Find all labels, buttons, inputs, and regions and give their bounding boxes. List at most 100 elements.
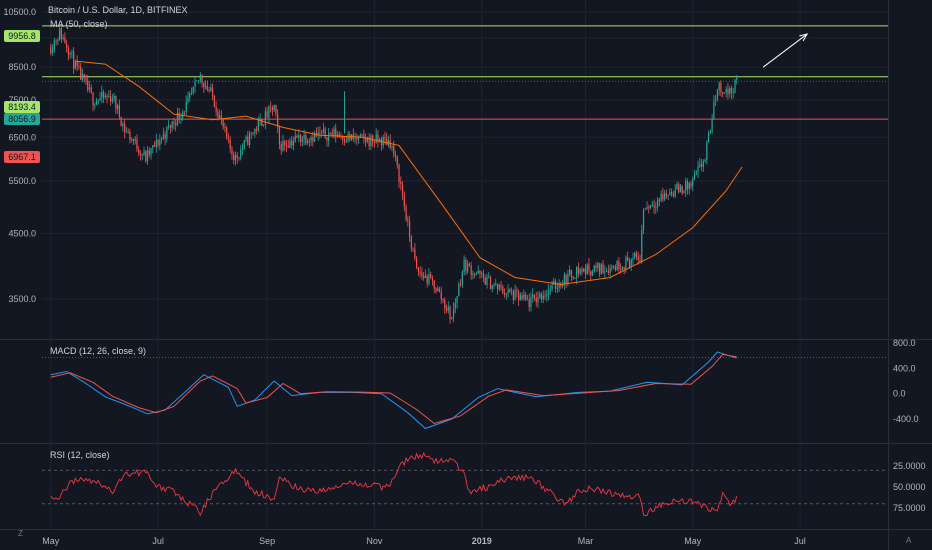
candle-body: [472, 273, 474, 276]
candle-body: [115, 95, 117, 109]
candle-body: [67, 47, 69, 55]
chart-title: Bitcoin / U.S. Dollar, 1D, BITFINEX: [48, 5, 188, 15]
candle-body: [463, 259, 465, 272]
x-tick-label: Jul: [794, 536, 806, 546]
candle-body: [723, 92, 726, 94]
candle-body: [294, 135, 296, 141]
candle-body: [370, 135, 372, 147]
candle-body: [704, 159, 706, 162]
candle-body: [124, 123, 126, 132]
candle-body: [394, 155, 397, 157]
candle-body: [625, 257, 627, 269]
ma-legend: MA (50, close): [50, 19, 108, 29]
candle-body: [482, 273, 485, 279]
candle-body: [651, 205, 653, 206]
candle-body: [419, 271, 421, 273]
candle-body: [208, 89, 210, 91]
candle-body: [296, 135, 298, 138]
candle-body: [145, 151, 147, 162]
candle-body: [224, 127, 226, 128]
x-tick-label: May: [42, 536, 60, 546]
candle-body: [699, 164, 701, 167]
candle-body: [676, 184, 678, 190]
candle-body: [700, 164, 703, 167]
candle-body: [213, 95, 215, 107]
candle-body: [484, 278, 486, 285]
candle-body: [160, 138, 163, 141]
zoom-icon[interactable]: Z: [18, 529, 23, 538]
candle-body: [312, 137, 314, 142]
candle-body: [264, 111, 266, 125]
candle-body: [523, 294, 525, 299]
candle-body: [690, 183, 692, 187]
candle-body: [477, 270, 479, 274]
candle-body: [656, 199, 659, 208]
candle-body: [210, 87, 212, 91]
candle-body: [665, 193, 668, 197]
candle-body: [152, 145, 154, 149]
candle-body: [324, 128, 326, 138]
candle-body: [287, 145, 289, 148]
candle-body: [136, 139, 138, 150]
macd-tick-label: 400.0: [893, 363, 916, 373]
candle-body: [407, 220, 409, 222]
candle-body: [709, 131, 711, 133]
candle-body: [693, 174, 696, 179]
candle-body: [655, 207, 657, 209]
trend-arrow-shaft: [762, 33, 808, 68]
candle-body: [605, 270, 608, 272]
candle-body: [192, 86, 194, 93]
candle-body: [569, 269, 571, 274]
price-tag-9956: 9956.8: [4, 30, 40, 42]
candle-body: [519, 295, 522, 301]
candle-body: [359, 134, 361, 137]
candle-body: [90, 87, 92, 93]
candle-body: [396, 156, 398, 165]
candle-body: [254, 128, 256, 134]
candle-body: [502, 286, 504, 293]
candle-body: [357, 136, 360, 140]
candle-body: [238, 157, 240, 159]
candle-body: [157, 139, 159, 146]
candle-body: [621, 267, 624, 270]
candle-body: [175, 123, 177, 126]
candle-body: [572, 276, 574, 279]
candle-body: [92, 92, 94, 106]
candle-body: [729, 88, 731, 94]
candle-body: [525, 294, 527, 300]
candle-body: [60, 28, 62, 40]
rsi-legend: RSI (12, close): [50, 450, 110, 460]
candle-body: [118, 105, 121, 117]
candle-body: [95, 100, 98, 105]
candle-body: [590, 271, 592, 276]
candle-body: [331, 133, 333, 136]
candle-body: [365, 138, 367, 142]
candle-body: [285, 145, 288, 146]
candle-body: [493, 284, 495, 286]
candle-body: [683, 190, 685, 194]
candle-body: [521, 295, 523, 299]
candle-body: [444, 300, 446, 309]
candle-body: [153, 145, 156, 147]
candle-body: [591, 271, 594, 276]
candle-body: [247, 136, 249, 146]
candle-body: [159, 140, 161, 146]
candle-body: [461, 271, 463, 285]
candle-body: [736, 76, 738, 80]
candle-body: [57, 40, 59, 42]
candle-body: [333, 128, 335, 136]
candle-body: [58, 28, 61, 41]
candle-body: [537, 297, 539, 303]
candle-body: [336, 134, 339, 137]
candle-body: [579, 269, 581, 274]
candle-body: [514, 290, 516, 300]
candle-body: [277, 114, 279, 128]
auto-scale-button[interactable]: A: [906, 536, 912, 545]
candle-body: [516, 290, 518, 292]
candle-body: [291, 140, 293, 146]
candle-body: [280, 143, 282, 151]
candle-body: [298, 135, 300, 138]
candle-body: [255, 128, 258, 131]
candle-body: [583, 268, 585, 272]
